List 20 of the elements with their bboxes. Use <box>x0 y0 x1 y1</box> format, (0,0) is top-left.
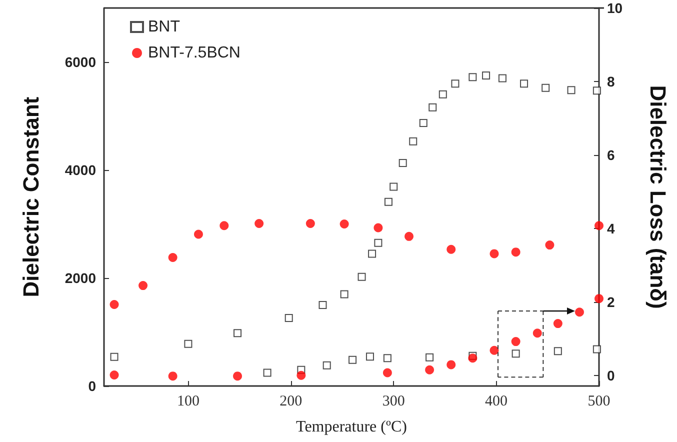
y2-tick-label: 2 <box>607 294 615 310</box>
y2-tick-label: 10 <box>607 0 623 16</box>
y2-tick-label: 8 <box>607 73 615 90</box>
legend-label: BNT-7.5BCN <box>148 44 240 62</box>
x-axis-title: Temperature (ºC) <box>296 418 407 436</box>
y-tick-label: 2000 <box>64 270 96 286</box>
y-tick-label: 4000 <box>64 162 96 178</box>
y2-tick-label: 0 <box>607 367 615 384</box>
x-tick-label: 500 <box>588 394 610 410</box>
y2-tick-label: 6 <box>607 146 615 163</box>
x-tick-label: 300 <box>382 394 405 410</box>
legend-label: BNT <box>148 18 180 36</box>
y-axis-title: Dielectric Constant <box>18 96 44 298</box>
y-tick-label: 6000 <box>64 54 96 70</box>
y-tick-label: 0 <box>88 378 96 394</box>
x-tick-label: 400 <box>485 394 508 410</box>
y2-tick-label: 4 <box>607 220 615 236</box>
x-tick-label: 200 <box>280 394 302 410</box>
y2-axis-title: Dielectric Loss (tanδ) <box>646 85 670 309</box>
x-tick-label: 100 <box>176 394 200 410</box>
